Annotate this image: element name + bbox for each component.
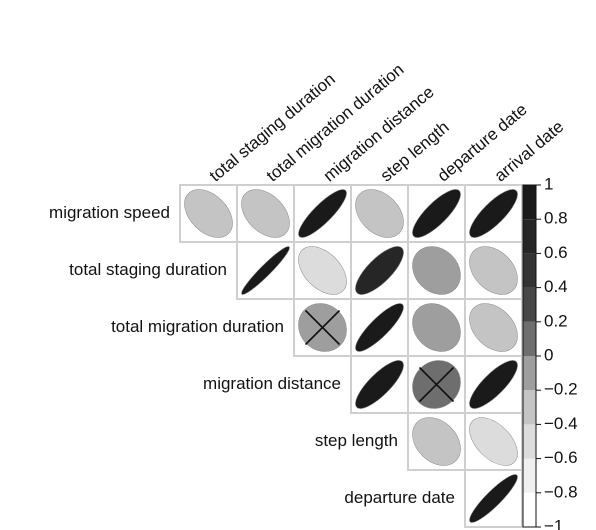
colorbar-segment [523,458,536,493]
colorbar-tick-label: 1 [544,174,553,193]
colorbar-segment [523,219,536,254]
colorbar-tick-label: 0.2 [544,311,568,330]
colorbar-tick-label: −0.8 [544,482,578,501]
correlation-ellipse [355,303,404,352]
insignificance-cross [418,366,455,403]
colorbar-tick-label: −0.6 [544,448,578,467]
colorbar-segment [523,185,536,220]
colorbar-segment [523,321,536,356]
row-label: migration distance [203,374,341,393]
row-label: step length [315,431,398,450]
colorbar-tick-label: 0.6 [544,243,568,262]
colorbar-tick-label: −1 [544,516,563,530]
correlation-ellipse [184,189,233,238]
correlation-ellipse [469,189,518,238]
correlation-ellipse [469,417,518,466]
correlation-ellipse [241,246,290,295]
insignificance-cross [304,309,341,346]
colorbar-segment [523,253,536,288]
colorbar-tick-label: −0.4 [544,414,578,433]
colorbar-tick-label: −0.2 [544,380,578,399]
colorbar-segment [523,390,536,425]
row-label: migration speed [49,203,170,222]
row-label: departure date [344,488,455,507]
correlation-ellipse [412,417,461,466]
colorbar-segment [523,356,536,391]
correlation-ellipse [241,189,290,238]
colorbar-tick-label: 0.8 [544,209,568,228]
correlation-ellipse [412,189,461,238]
correlation-ellipse [469,246,518,295]
correlation-ellipse [469,474,518,523]
colorbar-segment [523,424,536,459]
correlation-ellipse [355,360,404,409]
colorbar-segment [523,287,536,322]
correlation-ellipse [412,246,461,295]
correlation-ellipse [412,303,461,352]
correlation-ellipse [355,246,404,295]
row-label: total migration duration [111,317,284,336]
correlation-ellipse [298,246,347,295]
colorbar-segment [523,492,536,527]
colorbar-tick-label: 0 [544,345,553,364]
correlation-ellipse [469,360,518,409]
correlation-ellipse [469,303,518,352]
correlation-ellipse [355,189,404,238]
correlation-ellipse [298,189,347,238]
colorbar-tick-label: 0.4 [544,277,568,296]
row-label: total staging duration [69,260,227,279]
